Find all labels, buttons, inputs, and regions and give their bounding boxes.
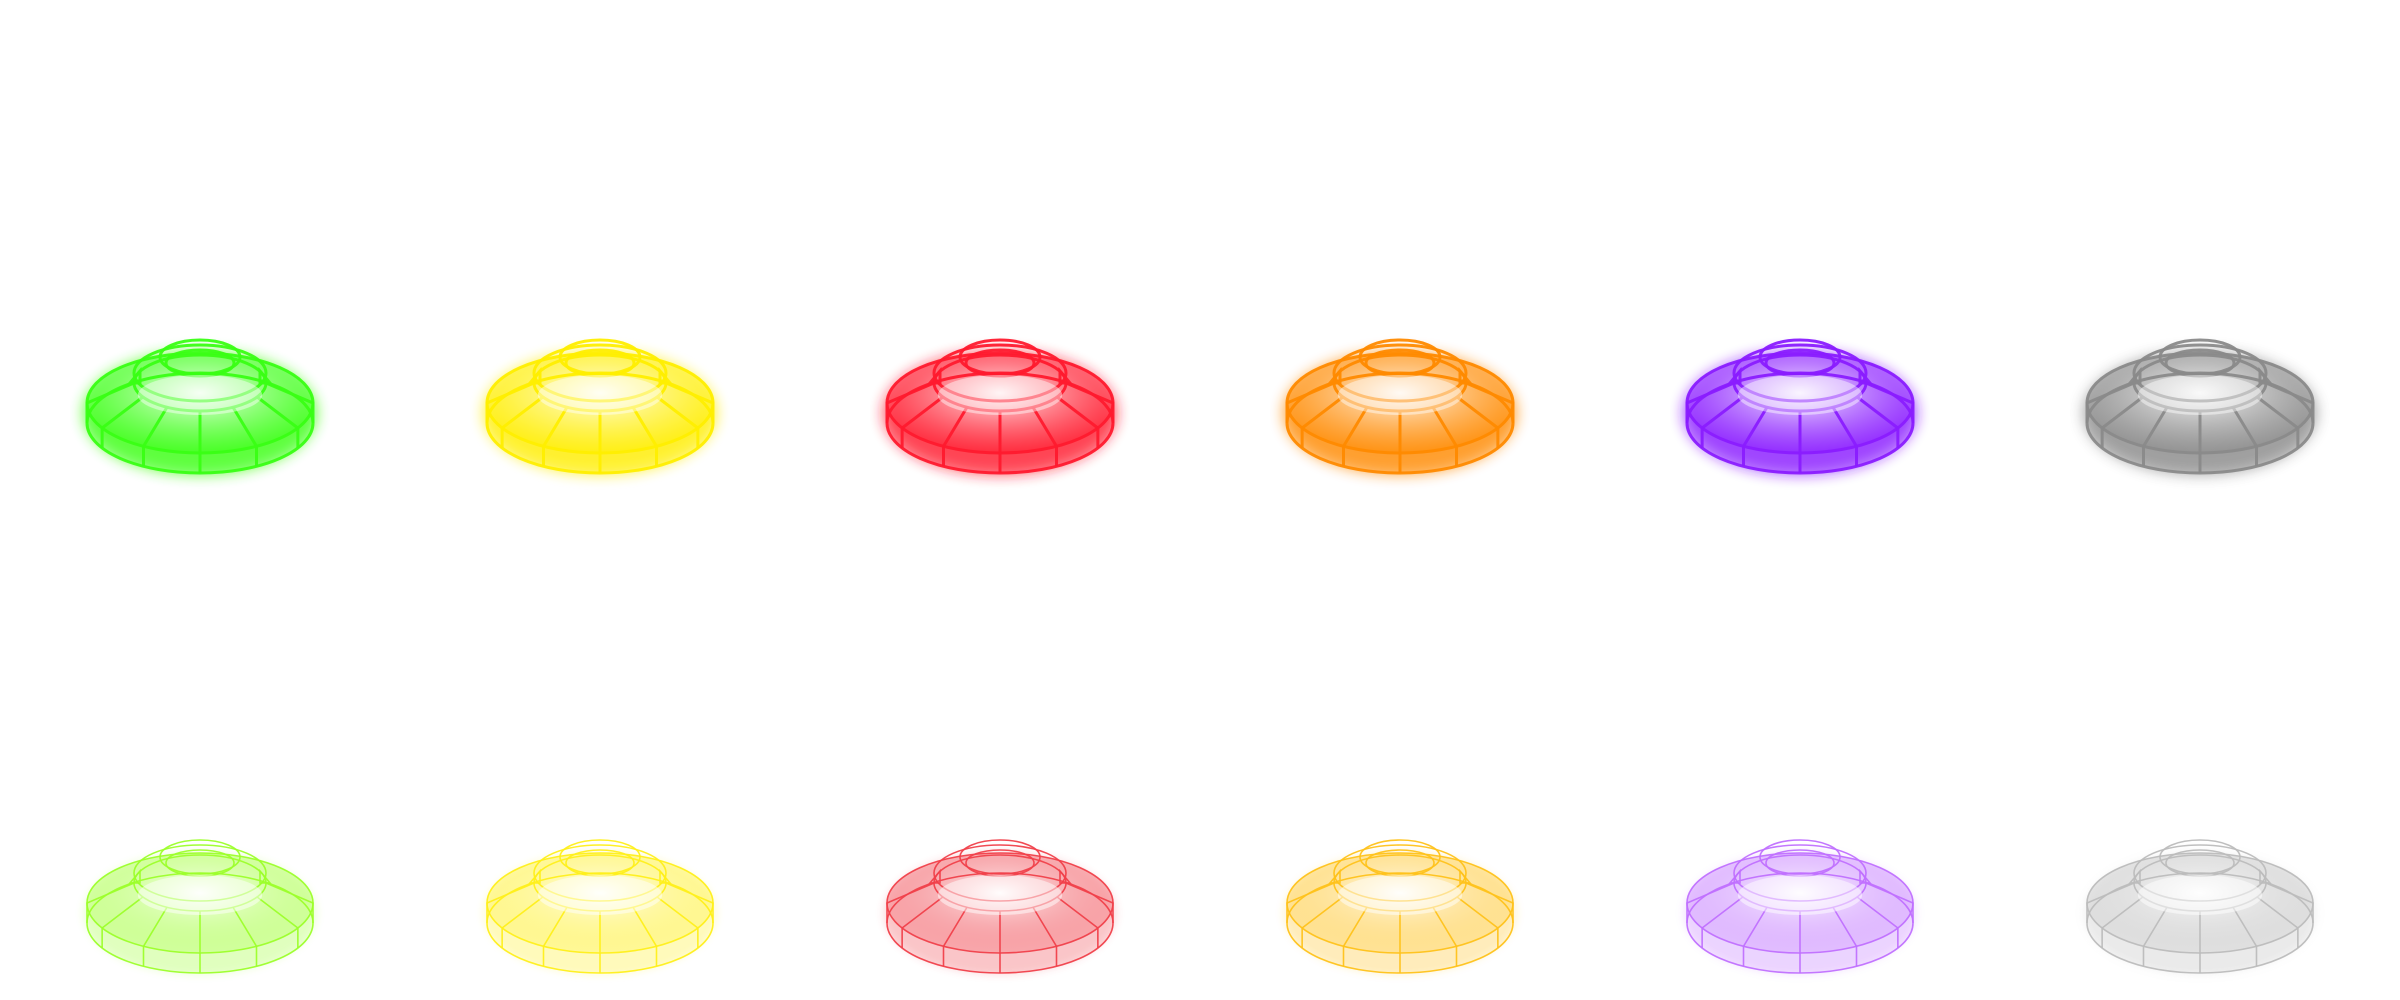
violet-dome-light-icon: [1670, 795, 1930, 995]
gray-dome-icon: [2070, 295, 2330, 495]
silver-dome-light-icon: [2070, 795, 2330, 995]
purple-dome-icon: [1670, 295, 1930, 495]
green-dome-icon: [70, 295, 330, 495]
red-dome-icon: [870, 295, 1130, 495]
yellow-dome-icon: [470, 295, 730, 495]
orange-dome-icon: [1270, 295, 1530, 495]
lime-dome-light-icon: [70, 795, 330, 995]
orange-dome-light-icon: [1270, 795, 1530, 995]
yellow-dome-light-icon: [470, 795, 730, 995]
red-dome-light-icon: [870, 795, 1130, 995]
